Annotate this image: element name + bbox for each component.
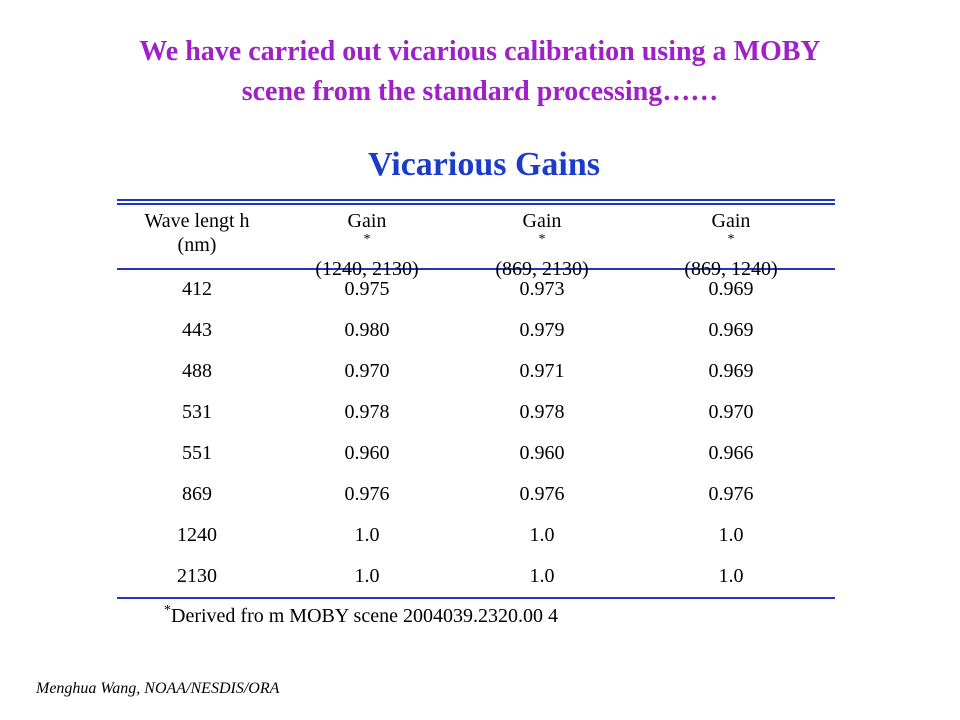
gain-cell: 0.976 — [519, 483, 565, 505]
column-header-name: Wave lengt h — [144, 210, 250, 232]
footnote-marker: * — [164, 603, 171, 618]
column-header-name: Gain * — [711, 210, 751, 247]
gain-cell: 1.0 — [354, 524, 380, 546]
wavelength-cell: 2130 — [177, 565, 217, 587]
gain-cell: 0.976 — [344, 483, 390, 505]
gain-cell: 0.978 — [344, 401, 390, 423]
table-row: 869 0.976 0.976 0.976 — [117, 480, 835, 521]
gain-cell: 1.0 — [718, 524, 744, 546]
author-credit: Menghua Wang, NOAA/NESDIS/ORA — [36, 680, 280, 697]
wavelength-cell: 1240 — [177, 524, 217, 546]
column-header: Gain * (1240, 2130) — [277, 209, 457, 281]
column-header-bands: (869, 1240) — [684, 258, 778, 280]
wavelength-cell: 531 — [182, 401, 212, 423]
column-header: Wave lengt h (nm) — [117, 209, 277, 257]
table-row: 443 0.980 0.979 0.969 — [117, 316, 835, 357]
column-header-name: Gain * — [522, 210, 562, 247]
column-header: Gain * (869, 1240) — [627, 209, 835, 281]
table-body: 412 0.975 0.973 0.969 443 0.980 0.979 0.… — [117, 275, 835, 603]
wavelength-cell: 488 — [182, 360, 212, 382]
column-header-unit: (nm) — [177, 234, 217, 256]
wavelength-cell: 551 — [182, 442, 212, 464]
footnote-marker: * — [363, 232, 371, 247]
gain-cell: 0.976 — [708, 483, 754, 505]
gain-cell: 0.975 — [344, 278, 390, 300]
column-header-name: Gain * — [347, 210, 387, 247]
gain-cell: 1.0 — [529, 524, 555, 546]
footnote-text: Derived fro m MOBY scene 2004039.2320.00… — [171, 605, 558, 627]
column-header-bands: (869, 2130) — [495, 258, 589, 280]
gain-cell: 0.966 — [708, 442, 754, 464]
footnote-marker: * — [727, 232, 735, 247]
wavelength-cell: 443 — [182, 319, 212, 341]
gain-cell: 0.980 — [344, 319, 390, 341]
gain-cell: 0.969 — [708, 360, 754, 382]
footnote-marker: * — [538, 232, 546, 247]
table-top-rule-1 — [117, 199, 835, 201]
gain-cell: 0.970 — [344, 360, 390, 382]
gain-cell: 1.0 — [354, 565, 380, 587]
gain-cell: 0.969 — [708, 278, 754, 300]
table-header-row: Wave lengt h (nm) Gain * (1240, 2130) Gai… — [117, 207, 835, 280]
table-row: 2130 1.0 1.0 1.0 — [117, 562, 835, 603]
table-title: Vicarious Gains — [367, 146, 601, 183]
gain-cell: 0.970 — [708, 401, 754, 423]
column-header: Gain * (869, 2130) — [457, 209, 627, 281]
table-row: 551 0.960 0.960 0.966 — [117, 439, 835, 480]
table-row: 531 0.978 0.978 0.970 — [117, 398, 835, 439]
table-row: 412 0.975 0.973 0.969 — [117, 275, 835, 316]
gain-cell: 0.969 — [708, 319, 754, 341]
table-row: 1240 1.0 1.0 1.0 — [117, 521, 835, 562]
headline-line-2: scene from the standard processing…… — [241, 76, 719, 107]
gain-cell: 0.960 — [519, 442, 565, 464]
table-top-rule-2 — [117, 203, 835, 205]
wavelength-cell: 412 — [182, 278, 212, 300]
table-row: 488 0.970 0.971 0.969 — [117, 357, 835, 398]
headline-line-1: We have carried out vicarious calibratio… — [139, 36, 821, 67]
column-header-bands: (1240, 2130) — [315, 258, 419, 280]
table-bottom-rule — [117, 597, 835, 599]
gain-cell: 1.0 — [529, 565, 555, 587]
gain-cell: 1.0 — [718, 565, 744, 587]
gain-cell: 0.973 — [519, 278, 565, 300]
wavelength-cell: 869 — [182, 483, 212, 505]
gains-table: Wave lengt h (nm) Gain * (1240, 2130) Gai… — [117, 207, 835, 587]
gain-cell: 0.979 — [519, 319, 565, 341]
gain-cell: 0.978 — [519, 401, 565, 423]
slide-headline: We have carried out vicarious calibratio… — [40, 32, 920, 112]
gain-cell: 0.960 — [344, 442, 390, 464]
table-footnote: *Derived fro m MOBY scene 2004039.2320.0… — [164, 603, 558, 628]
table-header-rule — [117, 268, 835, 270]
gain-cell: 0.971 — [519, 360, 565, 382]
